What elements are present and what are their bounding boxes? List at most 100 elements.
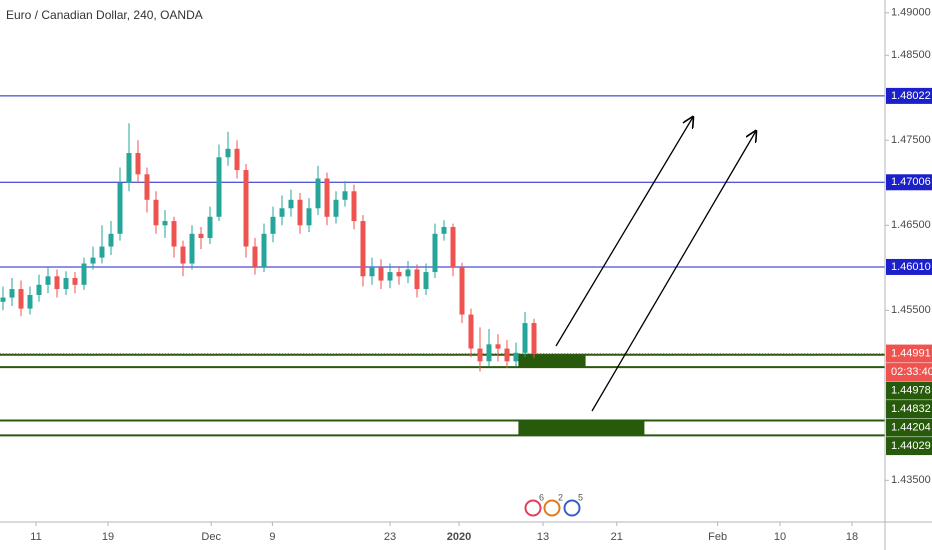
x-tick-label: Feb [708,531,727,543]
level-label: 1.48022 [891,90,931,102]
candle-body [198,233,204,239]
level-label-bg [886,174,932,191]
candle-body [486,344,492,362]
candle-body [36,284,42,296]
zone-box [518,420,645,436]
candle-body [162,221,168,226]
candle-body [216,157,222,217]
x-tick-label: 2020 [447,531,471,543]
candle-body [504,348,510,362]
candle-body [306,208,312,226]
countdown-label: 02:33:40 [891,366,932,378]
candle-body [414,269,420,290]
candle-body [27,295,33,309]
price-axis: 1.49000 1.48500 1.47500 1.46500 1.45500 1.435… [885,7,932,486]
x-tick-label: 23 [384,531,396,543]
candle-body [324,178,330,217]
y-tick-label: 1.46500 [891,219,931,231]
candle-body [261,233,267,268]
candle-body [423,272,429,290]
y-tick-label: 1.49000 [891,7,931,19]
x-tick-label: 11 [30,531,41,543]
candle-body [369,267,375,277]
candle-body [225,148,231,158]
zone-label: 1.44978 [891,384,931,396]
x-tick-label: 18 [846,531,858,543]
candle-body [432,233,438,273]
candle-body [270,216,276,234]
candle-body [99,246,105,258]
candle-body [90,257,96,264]
last-price-bg [886,344,932,363]
zone-label: 1.44029 [891,440,931,452]
candle-body [63,278,69,290]
candle-body [180,246,186,264]
level-label-bg [886,87,932,104]
level-label: 1.47006 [891,176,931,188]
zone-label-bg [886,381,932,400]
candle-body [396,272,402,277]
zone-label-bg [886,418,932,437]
candle-body [45,276,51,285]
candle-body [378,267,384,281]
candle-body [441,226,447,234]
arrow [591,131,756,412]
candle-body [171,221,177,247]
candle-body [72,278,78,285]
zone-box [518,354,586,368]
candle-body [117,182,123,234]
candle-body [387,272,393,281]
candle-body [351,191,357,222]
zone-label-bg [886,400,932,419]
candle-body [0,297,6,302]
y-tick-label: 1.48500 [891,49,931,61]
candle-body [234,148,240,171]
x-tick-label: 21 [611,531,623,543]
candle-body [459,267,465,315]
candle-body [126,153,132,183]
candle-body [405,269,411,277]
candle-body [315,178,321,209]
candle-body [153,199,159,226]
candle-body [342,191,348,200]
candle-body [333,199,339,217]
x-tick-label: 19 [102,531,114,543]
event-icon [543,499,561,517]
y-tick-label: 1.45500 [891,304,931,316]
candle-body [18,289,24,309]
event-icon [524,499,542,517]
candle-body [243,170,249,247]
candle-body [189,233,195,264]
candle-body [495,344,501,349]
candle-body [360,221,366,277]
x-tick-label: 9 [269,531,275,543]
candle-body [108,233,114,247]
candle-body [9,289,15,298]
candle-body [297,199,303,226]
countdown-bg [886,363,932,382]
zone-label: 1.44832 [891,403,931,415]
y-tick-label: 1.47500 [891,134,931,146]
level-label: 1.46010 [891,261,931,273]
candle-body [450,226,456,268]
candle-body [522,323,528,353]
candle-body [531,323,537,354]
x-tick-label: 10 [774,531,786,543]
event-icon [563,499,581,517]
candle-body [144,174,150,200]
candle-body [468,314,474,349]
candle-body [279,208,285,217]
chart-title: Euro / Canadian Dollar, 240, OANDA [6,8,203,22]
candle-body [54,276,60,290]
arrow [555,117,693,347]
event-count: 2 [558,492,563,502]
candle-body [288,199,294,209]
candle-body [252,246,258,268]
event-count: 6 [539,492,544,502]
zone-label: 1.44204 [891,421,931,433]
candle-body [477,348,483,362]
level-label-bg [886,258,932,275]
